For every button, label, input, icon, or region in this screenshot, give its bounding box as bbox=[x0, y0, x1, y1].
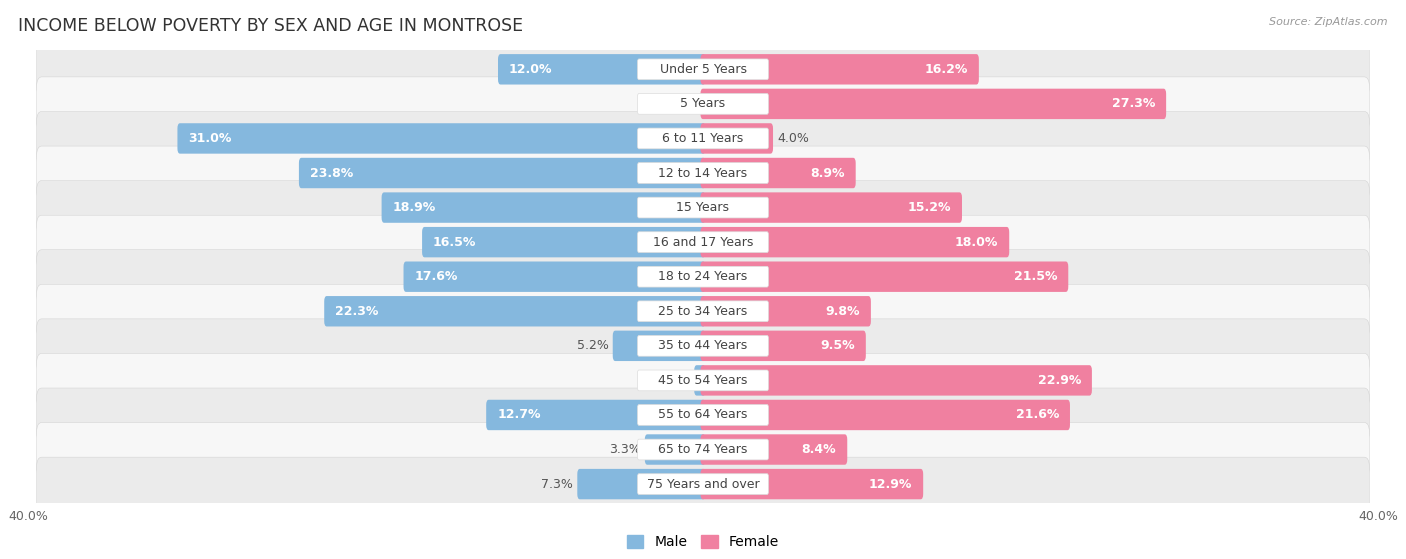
FancyBboxPatch shape bbox=[637, 163, 769, 183]
Text: INCOME BELOW POVERTY BY SEX AND AGE IN MONTROSE: INCOME BELOW POVERTY BY SEX AND AGE IN M… bbox=[18, 17, 523, 35]
Text: Source: ZipAtlas.com: Source: ZipAtlas.com bbox=[1270, 17, 1388, 27]
Text: 23.8%: 23.8% bbox=[309, 167, 353, 179]
FancyBboxPatch shape bbox=[700, 296, 870, 326]
Text: 18.9%: 18.9% bbox=[392, 201, 436, 214]
FancyBboxPatch shape bbox=[700, 262, 1069, 292]
Text: 12.9%: 12.9% bbox=[869, 477, 912, 491]
Text: 45 to 54 Years: 45 to 54 Years bbox=[658, 374, 748, 387]
FancyBboxPatch shape bbox=[37, 111, 1369, 165]
Text: 31.0%: 31.0% bbox=[188, 132, 232, 145]
Text: 17.6%: 17.6% bbox=[415, 270, 458, 283]
FancyBboxPatch shape bbox=[325, 296, 706, 326]
Text: 18.0%: 18.0% bbox=[955, 236, 998, 249]
Text: 16.5%: 16.5% bbox=[433, 236, 477, 249]
FancyBboxPatch shape bbox=[700, 330, 866, 361]
FancyBboxPatch shape bbox=[37, 215, 1369, 269]
FancyBboxPatch shape bbox=[700, 227, 1010, 257]
Text: 5.2%: 5.2% bbox=[576, 339, 609, 352]
Text: 4.0%: 4.0% bbox=[778, 132, 808, 145]
Text: 18 to 24 Years: 18 to 24 Years bbox=[658, 270, 748, 283]
FancyBboxPatch shape bbox=[637, 197, 769, 218]
FancyBboxPatch shape bbox=[700, 192, 962, 223]
Text: 9.8%: 9.8% bbox=[825, 305, 860, 318]
FancyBboxPatch shape bbox=[700, 158, 856, 188]
FancyBboxPatch shape bbox=[695, 365, 706, 396]
Text: 12.7%: 12.7% bbox=[498, 409, 541, 421]
Text: 25 to 34 Years: 25 to 34 Years bbox=[658, 305, 748, 318]
FancyBboxPatch shape bbox=[37, 285, 1369, 338]
FancyBboxPatch shape bbox=[700, 123, 773, 154]
FancyBboxPatch shape bbox=[637, 59, 769, 80]
Text: 5 Years: 5 Years bbox=[681, 97, 725, 110]
Text: 65 to 74 Years: 65 to 74 Years bbox=[658, 443, 748, 456]
FancyBboxPatch shape bbox=[486, 400, 706, 430]
Text: 12 to 14 Years: 12 to 14 Years bbox=[658, 167, 748, 179]
Text: 0.0%: 0.0% bbox=[664, 97, 696, 110]
Legend: Male, Female: Male, Female bbox=[621, 530, 785, 555]
FancyBboxPatch shape bbox=[37, 423, 1369, 476]
Text: 21.6%: 21.6% bbox=[1015, 409, 1059, 421]
Text: 9.5%: 9.5% bbox=[820, 339, 855, 352]
Text: 0.37%: 0.37% bbox=[650, 374, 690, 387]
FancyBboxPatch shape bbox=[37, 319, 1369, 373]
FancyBboxPatch shape bbox=[498, 54, 706, 84]
Text: 22.9%: 22.9% bbox=[1038, 374, 1081, 387]
FancyBboxPatch shape bbox=[37, 250, 1369, 304]
FancyBboxPatch shape bbox=[422, 227, 706, 257]
Text: 21.5%: 21.5% bbox=[1014, 270, 1057, 283]
FancyBboxPatch shape bbox=[37, 77, 1369, 131]
Text: 15 Years: 15 Years bbox=[676, 201, 730, 214]
Text: 16 and 17 Years: 16 and 17 Years bbox=[652, 236, 754, 249]
FancyBboxPatch shape bbox=[637, 232, 769, 253]
FancyBboxPatch shape bbox=[637, 439, 769, 460]
FancyBboxPatch shape bbox=[700, 400, 1070, 430]
FancyBboxPatch shape bbox=[700, 54, 979, 84]
Text: 16.2%: 16.2% bbox=[925, 63, 967, 76]
FancyBboxPatch shape bbox=[177, 123, 706, 154]
FancyBboxPatch shape bbox=[637, 266, 769, 287]
Text: 3.3%: 3.3% bbox=[609, 443, 641, 456]
FancyBboxPatch shape bbox=[637, 473, 769, 495]
Text: 15.2%: 15.2% bbox=[907, 201, 950, 214]
FancyBboxPatch shape bbox=[637, 405, 769, 425]
FancyBboxPatch shape bbox=[637, 93, 769, 114]
FancyBboxPatch shape bbox=[299, 158, 706, 188]
Text: 8.9%: 8.9% bbox=[810, 167, 845, 179]
FancyBboxPatch shape bbox=[37, 42, 1369, 96]
FancyBboxPatch shape bbox=[637, 370, 769, 391]
Text: 55 to 64 Years: 55 to 64 Years bbox=[658, 409, 748, 421]
Text: 35 to 44 Years: 35 to 44 Years bbox=[658, 339, 748, 352]
FancyBboxPatch shape bbox=[37, 181, 1369, 235]
Text: 75 Years and over: 75 Years and over bbox=[647, 477, 759, 491]
FancyBboxPatch shape bbox=[37, 457, 1369, 511]
FancyBboxPatch shape bbox=[700, 434, 848, 465]
FancyBboxPatch shape bbox=[404, 262, 706, 292]
FancyBboxPatch shape bbox=[637, 128, 769, 149]
FancyBboxPatch shape bbox=[37, 353, 1369, 408]
Text: 22.3%: 22.3% bbox=[335, 305, 378, 318]
FancyBboxPatch shape bbox=[637, 301, 769, 321]
FancyBboxPatch shape bbox=[645, 434, 706, 465]
Text: Under 5 Years: Under 5 Years bbox=[659, 63, 747, 76]
FancyBboxPatch shape bbox=[37, 146, 1369, 200]
FancyBboxPatch shape bbox=[381, 192, 706, 223]
Text: 8.4%: 8.4% bbox=[801, 443, 837, 456]
FancyBboxPatch shape bbox=[578, 469, 706, 499]
Text: 7.3%: 7.3% bbox=[541, 477, 574, 491]
FancyBboxPatch shape bbox=[613, 330, 706, 361]
Text: 27.3%: 27.3% bbox=[1112, 97, 1156, 110]
FancyBboxPatch shape bbox=[700, 469, 924, 499]
FancyBboxPatch shape bbox=[700, 89, 1166, 119]
Text: 6 to 11 Years: 6 to 11 Years bbox=[662, 132, 744, 145]
FancyBboxPatch shape bbox=[637, 335, 769, 356]
Text: 12.0%: 12.0% bbox=[509, 63, 553, 76]
FancyBboxPatch shape bbox=[700, 365, 1092, 396]
FancyBboxPatch shape bbox=[37, 388, 1369, 442]
